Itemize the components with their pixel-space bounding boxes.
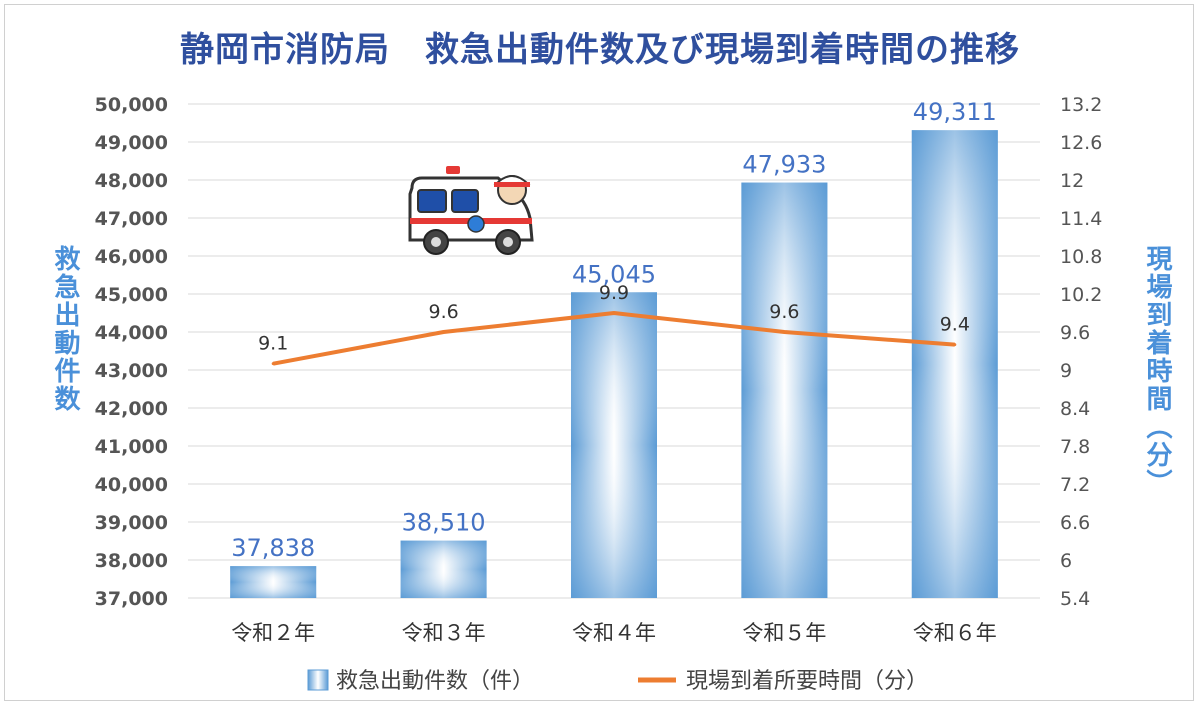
y-left-tick-label: 42,000 [95,398,168,420]
line-value-label: 9.9 [599,282,629,304]
line-value-label: 9.1 [258,333,288,355]
line-point [271,362,275,366]
line-labels: 9.1 9.6 9.9 9.6 9.4 [258,282,970,355]
ambulance-icon [408,166,534,255]
y-left-tick-label: 38,000 [95,550,168,572]
legend-bar-label: 救急出動件数（件） [336,669,534,694]
bar-shade [400,540,487,598]
legend: 救急出動件数（件） 現場到着所要時間（分） [307,669,928,694]
x-tick-label: 令和６年 [913,621,997,645]
y-right-tick-label: 13.2 [1060,94,1102,116]
chart-frame [4,4,1194,701]
y-left-tick-label: 43,000 [95,360,168,382]
line-point [612,311,616,315]
chart-title: 静岡市消防局 救急出動件数及び現場到着時間の推移 [180,30,1020,70]
legend-bar-swatch [307,669,329,691]
y-right-tick-label: 6.6 [1060,512,1090,534]
x-tick-label: 令和４年 [572,621,656,645]
y-left-tick-label: 46,000 [95,246,168,268]
y-right-tick-label: 11.4 [1060,208,1102,230]
y-right-tick-label: 9.6 [1060,322,1090,344]
y-left-tick-label: 41,000 [95,436,168,458]
y-left-tick-label: 40,000 [95,474,168,496]
y-left-tick-label: 50,000 [95,94,168,116]
y-left-tick-label: 49,000 [95,132,168,154]
y-right-tick-label: 12.6 [1060,132,1102,154]
y-right-ticks: 5.4 6 6.6 7.2 7.8 8.4 9 9.6 10.2 10.8 11.4 12 12.6 13… [1060,94,1102,610]
y-left-tick-label: 44,000 [95,322,168,344]
y-left-tick-label: 37,000 [95,588,168,610]
line-point [442,330,446,334]
x-axis-labels: 令和２年 令和３年 令和４年 令和５年 令和６年 [231,621,997,645]
bar-labels: 37,838 38,510 45,045 47,933 49,311 [231,98,997,562]
x-tick-label: 令和３年 [402,621,486,645]
line-series [271,311,957,366]
legend-line-label: 現場到着所要時間（分） [686,669,928,694]
y-right-tick-label: 7.8 [1060,436,1090,458]
line-value-label: 9.6 [769,301,799,323]
line-point [953,343,957,347]
y-right-tick-label: 12 [1060,170,1084,192]
bar-shade [911,130,998,598]
bar-shade [741,182,828,598]
y-left-label: 救急出動件数 [50,245,80,413]
bar-value-label: 38,510 [402,509,486,537]
line-value-label: 9.4 [940,314,970,336]
y-right-label: 現場到着時間（分） [1142,245,1172,497]
bar-shade [230,566,317,598]
y-right-tick-label: 9 [1060,360,1072,382]
bar-value-label: 37,838 [231,534,315,562]
y-right-tick-label: 5.4 [1060,588,1090,610]
y-right-tick-label: 10.2 [1060,284,1102,306]
bars [230,130,998,598]
y-right-tick-label: 10.8 [1060,246,1102,268]
y-right-tick-label: 8.4 [1060,398,1090,420]
y-left-tick-label: 47,000 [95,208,168,230]
y-left-ticks: 37,000 38,000 39,000 40,000 41,000 42,000 43,0… [95,94,168,610]
y-left-tick-label: 45,000 [95,284,168,306]
bar-shade [571,292,657,598]
x-tick-label: 令和５年 [742,621,826,645]
line-value-label: 9.6 [428,301,458,323]
bar-value-label: 45,045 [572,260,656,288]
y-left-tick-label: 39,000 [95,512,168,534]
line-point [782,330,786,334]
bar-value-label: 47,933 [742,151,826,179]
y-left-tick-label: 48,000 [95,170,168,192]
bar-value-label: 49,311 [913,98,997,126]
x-tick-label: 令和２年 [231,621,315,645]
y-right-tick-label: 6 [1060,550,1072,572]
y-right-tick-label: 7.2 [1060,474,1090,496]
